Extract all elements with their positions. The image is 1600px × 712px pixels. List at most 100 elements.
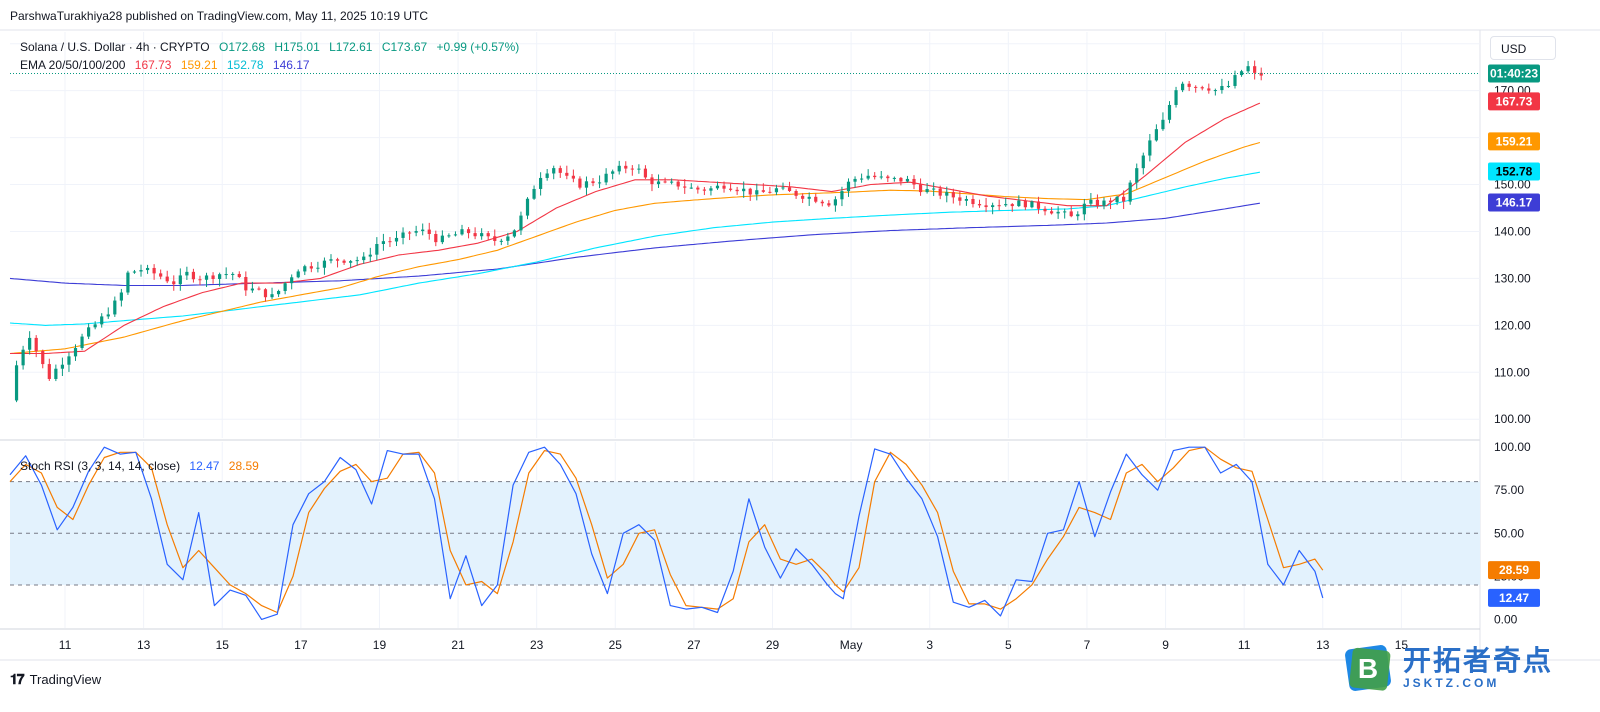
candle-body[interactable] xyxy=(1017,200,1021,207)
candle-body[interactable] xyxy=(427,229,431,234)
candle-body[interactable] xyxy=(1102,200,1106,206)
candle-body[interactable] xyxy=(571,175,575,179)
candle-body[interactable] xyxy=(381,241,385,245)
candle-body[interactable] xyxy=(807,196,811,199)
candle-body[interactable] xyxy=(886,176,890,179)
candle-body[interactable] xyxy=(41,351,45,365)
candle-body[interactable] xyxy=(840,191,844,200)
candle-body[interactable] xyxy=(152,267,156,274)
candle-body[interactable] xyxy=(696,187,700,190)
candle-body[interactable] xyxy=(237,273,241,278)
candle-body[interactable] xyxy=(617,165,621,172)
candle-body[interactable] xyxy=(126,272,130,293)
candle-body[interactable] xyxy=(28,337,32,350)
candle-body[interactable] xyxy=(879,176,883,178)
candle-body[interactable] xyxy=(204,275,209,280)
stoch-label[interactable]: Stoch RSI (3, 3, 14, 14, close) xyxy=(20,459,181,473)
candle-body[interactable] xyxy=(375,244,379,255)
candle-body[interactable] xyxy=(145,267,150,271)
candle-body[interactable] xyxy=(257,288,261,290)
candle-body[interactable] xyxy=(565,172,569,176)
candle-body[interactable] xyxy=(506,236,510,241)
candle-body[interactable] xyxy=(1148,140,1152,156)
candle-body[interactable] xyxy=(761,190,765,192)
candle-body[interactable] xyxy=(630,168,634,170)
candle-body[interactable] xyxy=(1233,75,1237,86)
candle-body[interactable] xyxy=(1180,83,1185,91)
candle-body[interactable] xyxy=(132,271,137,273)
brand-url[interactable]: JSKTZ.COM xyxy=(1403,676,1500,690)
candle-body[interactable] xyxy=(873,175,877,178)
tradingview-logo-icon[interactable]: 𝟏𝟕 xyxy=(10,671,25,687)
candle-body[interactable] xyxy=(656,181,661,185)
candle-body[interactable] xyxy=(820,201,824,204)
candle-body[interactable] xyxy=(335,259,340,261)
candle-body[interactable] xyxy=(532,188,536,199)
candle-body[interactable] xyxy=(224,274,228,276)
candle-body[interactable] xyxy=(211,275,215,279)
candle-body[interactable] xyxy=(283,283,287,291)
candle-body[interactable] xyxy=(578,178,582,188)
candle-body[interactable] xyxy=(87,327,91,337)
candle-body[interactable] xyxy=(47,364,51,379)
candle-body[interactable] xyxy=(512,230,517,237)
symbol-title[interactable]: Solana / U.S. Dollar · 4h · CRYPTO xyxy=(20,40,210,54)
candle-body[interactable] xyxy=(918,184,923,193)
candle-body[interactable] xyxy=(991,205,995,208)
candle-body[interactable] xyxy=(460,229,464,235)
candle-body[interactable] xyxy=(1207,88,1211,91)
candle-body[interactable] xyxy=(1049,211,1054,214)
candle-body[interactable] xyxy=(250,288,254,291)
candle-body[interactable] xyxy=(218,274,222,279)
candle-body[interactable] xyxy=(1004,204,1008,206)
candle-body[interactable] xyxy=(971,198,975,205)
candle-body[interactable] xyxy=(1010,204,1014,207)
candle-body[interactable] xyxy=(1063,211,1067,213)
candle-body[interactable] xyxy=(866,175,870,179)
candle-body[interactable] xyxy=(80,336,84,349)
candle-body[interactable] xyxy=(1069,211,1073,217)
candle-body[interactable] xyxy=(165,276,169,282)
candle-body[interactable] xyxy=(1174,90,1178,105)
stoch-d-line[interactable] xyxy=(9,446,1324,614)
candle-body[interactable] xyxy=(1194,86,1198,88)
candle-body[interactable] xyxy=(905,178,910,182)
candle-body[interactable] xyxy=(539,177,543,189)
candle-body[interactable] xyxy=(493,236,497,241)
candle-body[interactable] xyxy=(722,185,726,189)
candle-body[interactable] xyxy=(60,364,65,369)
candle-body[interactable] xyxy=(977,204,982,206)
candle-body[interactable] xyxy=(473,233,477,237)
currency-button[interactable]: USD xyxy=(1490,36,1556,60)
candle-body[interactable] xyxy=(368,254,372,257)
candle-body[interactable] xyxy=(316,267,320,269)
stoch-k-line[interactable] xyxy=(9,446,1324,620)
candle-body[interactable] xyxy=(113,300,117,315)
candle-body[interactable] xyxy=(185,271,189,276)
candle-body[interactable] xyxy=(231,273,235,275)
candle-body[interactable] xyxy=(892,177,896,179)
candle-body[interactable] xyxy=(1115,196,1119,203)
candle-body[interactable] xyxy=(486,233,490,237)
candle-body[interactable] xyxy=(191,271,196,280)
candle-body[interactable] xyxy=(303,266,307,272)
candle-body[interactable] xyxy=(172,281,176,285)
candle-body[interactable] xyxy=(1226,85,1231,87)
candle-body[interactable] xyxy=(1108,200,1113,203)
candle-body[interactable] xyxy=(73,348,78,357)
ema50-line[interactable] xyxy=(9,141,1261,355)
candle-body[interactable] xyxy=(1167,104,1172,120)
candle-body[interactable] xyxy=(925,188,929,193)
candle-body[interactable] xyxy=(984,205,988,208)
candle-body[interactable] xyxy=(178,275,182,285)
candle-body[interactable] xyxy=(421,229,425,232)
candle-body[interactable] xyxy=(290,277,294,284)
candle-body[interactable] xyxy=(833,199,838,206)
candle-body[interactable] xyxy=(997,205,1001,207)
candle-body[interactable] xyxy=(198,279,202,281)
candle-body[interactable] xyxy=(951,192,955,198)
candle-body[interactable] xyxy=(912,178,916,185)
candle-body[interactable] xyxy=(742,188,746,192)
candle-body[interactable] xyxy=(1141,155,1145,169)
candle-body[interactable] xyxy=(899,177,903,182)
